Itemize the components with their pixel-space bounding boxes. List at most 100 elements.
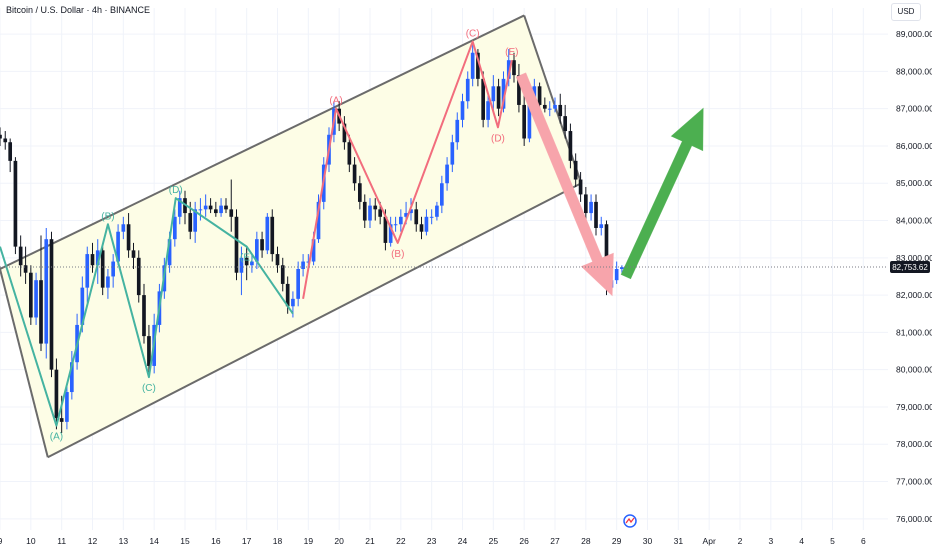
candle-body: [419, 224, 424, 232]
candle-body: [188, 213, 193, 232]
candle-body: [131, 250, 136, 258]
last-price-label: 82,753.62: [892, 263, 928, 272]
candle: [49, 231, 54, 378]
candle-body: [599, 224, 604, 228]
candle-body: [296, 269, 300, 299]
candle-body: [542, 104, 547, 109]
candle: [13, 157, 18, 255]
time-tick-label: 15: [180, 536, 190, 546]
candle-body: [28, 272, 33, 318]
channel-upper-line: [0, 14, 525, 270]
candle-body: [460, 101, 465, 120]
red-wave-label: (E): [505, 47, 518, 58]
candle: [44, 227, 49, 359]
candle-body: [620, 267, 624, 269]
candle-body: [203, 205, 208, 210]
candle: [455, 112, 460, 150]
candle: [594, 194, 598, 236]
candle: [373, 198, 378, 221]
chart-symbol-title: Bitcoin / U.S. Dollar · 4h · BINANCE: [6, 5, 151, 15]
price-tick-label: 79,000.00: [896, 402, 932, 412]
candle: [239, 246, 244, 296]
candle-body: [393, 224, 398, 226]
candle: [388, 216, 393, 247]
teal-wave-label: (B): [101, 211, 114, 222]
tradingview-logo-icon[interactable]: [623, 514, 637, 528]
candle: [460, 93, 465, 128]
candle: [357, 175, 362, 210]
candle-body: [301, 261, 305, 269]
candle: [445, 157, 449, 191]
time-tick-label: 13: [119, 536, 129, 546]
time-tick-label: 22: [396, 536, 406, 546]
candle: [198, 198, 203, 221]
candle-body: [270, 216, 275, 255]
time-tick-label: 29: [612, 536, 622, 546]
candle: [316, 194, 321, 243]
candle-body: [213, 209, 218, 214]
candle-body: [455, 119, 460, 143]
candle: [106, 269, 110, 299]
red-wave-label: (B): [391, 249, 404, 260]
candle-body: [450, 142, 455, 165]
parallel-channel: [0, 14, 583, 459]
candle-body: [517, 75, 521, 105]
candle-body: [18, 246, 23, 266]
time-tick-label: 17: [242, 536, 252, 546]
candle-body: [435, 205, 439, 217]
time-tick-label: 20: [334, 536, 344, 546]
time-axis[interactable]: 9101112131415161718192021222324252627282…: [0, 536, 866, 546]
candle: [126, 213, 131, 258]
teal-wave-label: (A): [50, 432, 63, 443]
candle-body: [65, 392, 69, 422]
channel-fill: [0, 15, 582, 458]
candle: [28, 265, 33, 325]
candle-body: [398, 216, 403, 225]
candle-body: [136, 257, 141, 296]
candle-body: [39, 280, 43, 344]
candle: [18, 235, 23, 277]
candle-body: [44, 239, 49, 344]
red-wave-label: (D): [491, 133, 505, 144]
candle-body: [260, 239, 264, 251]
candle-body: [265, 216, 270, 251]
candle-body: [116, 231, 120, 262]
candle: [23, 246, 28, 284]
candle-body: [558, 104, 563, 117]
candle: [424, 209, 429, 236]
candle-body: [142, 295, 146, 337]
candle-body: [476, 52, 480, 79]
candle-body: [496, 86, 501, 109]
candle: [583, 186, 588, 221]
candle: [599, 216, 604, 236]
candle: [3, 131, 8, 150]
time-tick-label: 10: [26, 536, 36, 546]
candle: [547, 101, 552, 117]
candle: [136, 250, 141, 303]
candle: [558, 93, 563, 124]
direction-arrows: [515, 72, 704, 297]
teal-wave-label: (E): [240, 253, 253, 264]
candle: [486, 93, 490, 128]
candle-body: [368, 205, 372, 221]
candle: [90, 242, 95, 273]
candle-body: [409, 209, 413, 214]
candle: [440, 175, 444, 214]
candle-body: [342, 123, 347, 143]
candle-body: [255, 239, 259, 262]
price-axis[interactable]: 76,000.00 77,000.00 78,000.00 79,000.00 80,0…: [896, 29, 932, 524]
candle: [301, 254, 305, 277]
candle: [229, 179, 234, 232]
currency-button[interactable]: USD: [891, 3, 921, 21]
candle-body: [501, 78, 506, 109]
price-tick-label: 80,000.00: [896, 365, 932, 375]
candle: [172, 209, 177, 247]
last-price-badge-bg: [890, 261, 930, 274]
candle-body: [0, 134, 2, 139]
candle: [517, 63, 521, 113]
candle-body: [80, 287, 85, 325]
candle: [347, 134, 352, 173]
candle: [398, 209, 403, 232]
candle-body: [440, 183, 444, 206]
